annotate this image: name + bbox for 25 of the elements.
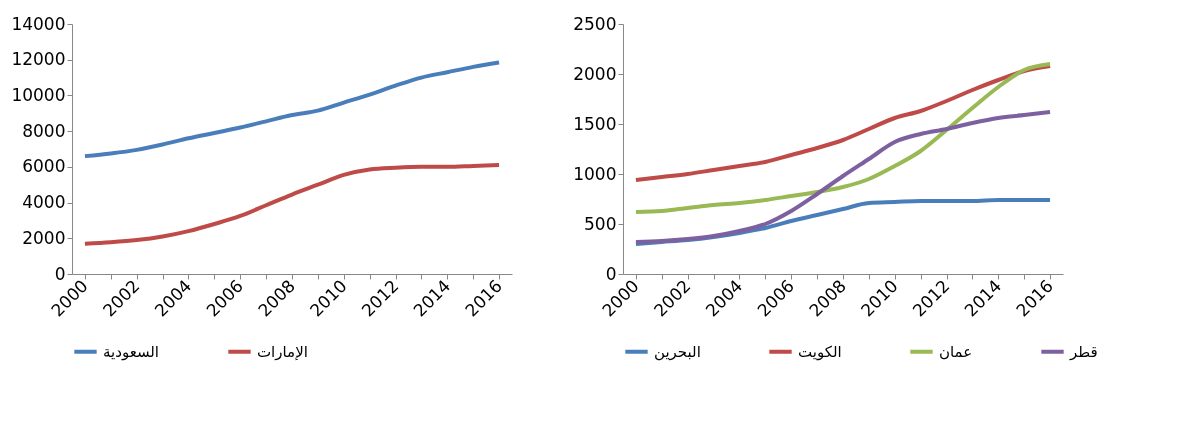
line-series: [633, 62, 1053, 214]
y-tick-label: 1500: [573, 113, 617, 134]
legend-label: قطر: [1069, 342, 1098, 361]
y-tick-label: 8000: [22, 120, 66, 141]
legend-label: الكويت: [798, 342, 842, 361]
line-series: [82, 60, 502, 159]
y-tick-label: 2000: [22, 227, 66, 248]
y-tick-label: 2500: [573, 13, 617, 34]
y-tick-label: 12000: [11, 49, 66, 70]
legend-label: الإمارات: [257, 342, 308, 361]
y-tick-label: 2000: [573, 63, 617, 84]
legend-label: السعودية: [103, 342, 160, 361]
legend-label: عمان: [939, 342, 973, 361]
line-series: [82, 163, 502, 246]
legend-label: البحرين: [654, 342, 701, 361]
y-tick-label: 1000: [573, 163, 617, 184]
y-tick-label: 0: [605, 263, 617, 284]
y-tick-label: 0: [54, 263, 66, 284]
y-tick-label: 4000: [22, 192, 66, 213]
y-tick-label: 14000: [11, 13, 66, 34]
y-tick-label: 10000: [11, 84, 66, 105]
line-series: [633, 64, 1053, 182]
y-tick-label: 500: [584, 213, 617, 234]
line-series: [633, 110, 1053, 244]
y-tick-label: 6000: [22, 156, 66, 177]
